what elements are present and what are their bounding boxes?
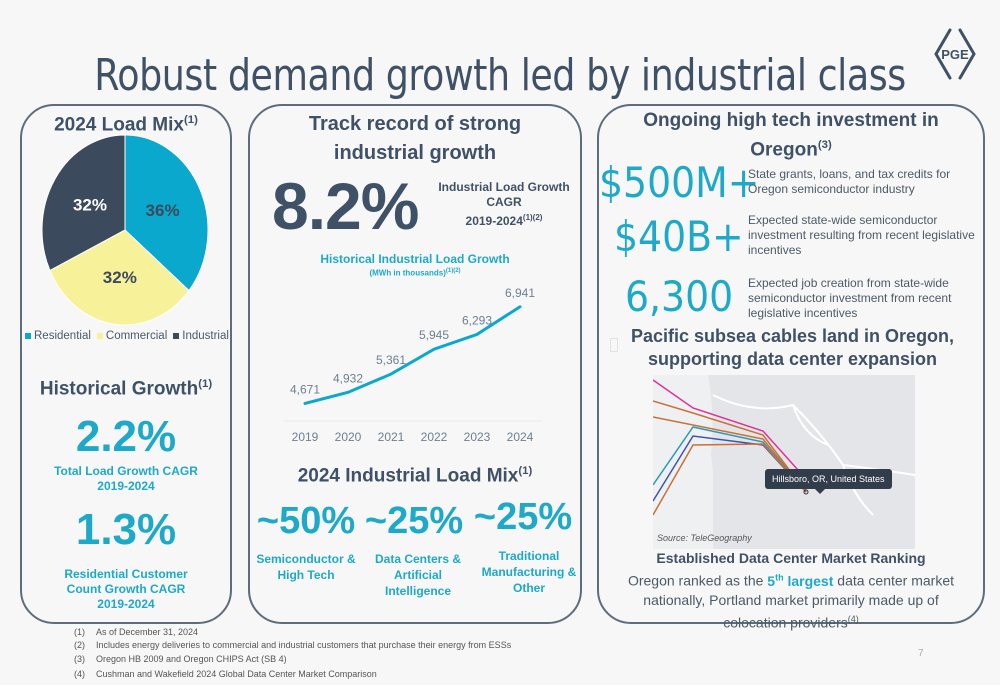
x-tick-2021: 2021	[378, 430, 405, 444]
x-tick-2019: 2019	[292, 430, 319, 444]
industrial-cagr-value: 8.2%	[272, 169, 419, 243]
legend-swatch	[173, 332, 180, 339]
load-mix-title: 2024 Load Mix(1)	[54, 114, 198, 136]
pie-legend: Residential Commercial Industrial	[25, 330, 235, 342]
pie-slice-commercial	[49, 229, 190, 326]
load-mix-pie-chart: 36% 32% 32%	[41, 134, 209, 326]
page-title: Robust demand growth led by industrial c…	[94, 50, 906, 101]
total-load-cagr-label: Total Load Growth CAGR 2019-2024	[54, 464, 198, 493]
grants-desc: State grants, loans, and tax credits for…	[748, 167, 951, 196]
data-label-2021: 5,361	[376, 353, 406, 367]
x-tick-2024: 2024	[507, 430, 534, 444]
logo-text: PGE	[941, 47, 969, 62]
line-chart-title: Historical Industrial Load Growth	[320, 252, 510, 266]
data-label-2020: 4,932	[333, 371, 363, 385]
legend-label: Commercial	[105, 330, 168, 342]
semiconductor-share-label: Semiconductor & High Tech	[256, 552, 356, 582]
data-label-2022: 5,945	[419, 328, 449, 342]
jobs-value: 6,300	[625, 272, 734, 321]
residential-count-cagr-value: 1.3%	[75, 505, 177, 554]
x-tick-2022: 2022	[421, 430, 448, 444]
cables-title: Pacific subsea cables land in Oregon, sup…	[630, 326, 955, 369]
industrial-load-line	[303, 305, 522, 405]
residential-count-cagr-label: Residential Customer Count Growth CAGR 201…	[64, 567, 188, 611]
pie-label-residential: 36%	[146, 201, 180, 220]
ranking-title: Established Data Center Market Ranking	[656, 550, 926, 566]
legend-swatch	[25, 332, 31, 339]
investment-desc: Expected state-wide semiconductor investm…	[748, 213, 975, 257]
legend-item-commercial: Commercial	[96, 330, 168, 342]
jobs-desc: Expected job creation from state-wide sem…	[748, 276, 952, 320]
placeholder-icon	[610, 338, 618, 352]
semiconductor-share-value: ~50%	[256, 500, 356, 542]
data-label-2019: 4,671	[290, 382, 320, 396]
pie-label-commercial: 32%	[103, 268, 137, 287]
hillsboro-tooltip: Hillsboro, OR, United States	[765, 469, 892, 494]
footnote-1: (1) As of December 31, 2024	[74, 627, 199, 637]
pie-slice-residential	[124, 134, 209, 292]
traditional-share-label: Traditional Manufacturing & Other	[481, 549, 577, 595]
page-number: 7	[918, 648, 924, 659]
investment-panel	[597, 104, 985, 624]
footnote-3: (3) Oregon HB 2009 and Oregon CHIPS Act (…	[74, 654, 287, 664]
legend-label: Residential	[34, 330, 91, 342]
historical-growth-title: Historical Growth(1)	[39, 378, 213, 400]
cable-map-graphic	[653, 375, 915, 549]
investment-value: $40B+	[614, 212, 744, 261]
investment-title: Ongoing high tech investment in Oregon(3)	[643, 110, 939, 161]
ranking-text: Oregon ranked as the 5th largest data ce…	[627, 572, 955, 631]
legend-item-residential: Residential	[25, 330, 91, 342]
grants-value: $500M+	[599, 158, 760, 207]
legend-item-industrial: Industrial	[173, 330, 229, 342]
x-tick-2023: 2023	[464, 430, 491, 444]
industrial-mix-title: 2024 Industrial Load Mix(1)	[297, 465, 533, 487]
pge-logo: PGE	[934, 28, 976, 80]
industrial-load-line-chart: 4,671 2019 4,932 2020 5,361 2021 5,945 2022 6,29…	[284, 286, 542, 444]
x-tick-2020: 2020	[335, 430, 362, 444]
data-label-2023: 6,293	[462, 313, 492, 327]
data-label-2024: 6,941	[505, 286, 535, 300]
footnote-2: (2) Includes energy deliveries to commerc…	[74, 640, 512, 650]
track-record-title: Track record of strong industrial growth	[308, 113, 522, 164]
track-record-panel	[248, 104, 582, 624]
map-source: Source: TeleGeography	[657, 533, 752, 543]
traditional-share-value: ~25%	[473, 496, 573, 538]
load-mix-panel	[20, 104, 232, 624]
data-center-share-label: Data Centers & Artificial Intelligence	[374, 552, 462, 598]
subsea-cable-map: Source: TeleGeography	[653, 375, 915, 549]
data-center-share-value: ~25%	[364, 500, 464, 542]
total-load-cagr-value: 2.2%	[75, 412, 177, 461]
pie-slice-industrial	[41, 134, 126, 272]
pie-label-industrial: 32%	[73, 196, 107, 215]
line-chart-subtitle: (MWh in thousands)(1)(2)	[369, 268, 461, 278]
legend-swatch	[96, 332, 103, 339]
legend-label: Industrial	[182, 330, 229, 342]
footnote-4: (4) Cushman and Wakefield 2024 Global Dat…	[74, 669, 377, 679]
industrial-cagr-label: Industrial Load Growth CAGR 2019-2024(1)(2…	[438, 180, 570, 228]
